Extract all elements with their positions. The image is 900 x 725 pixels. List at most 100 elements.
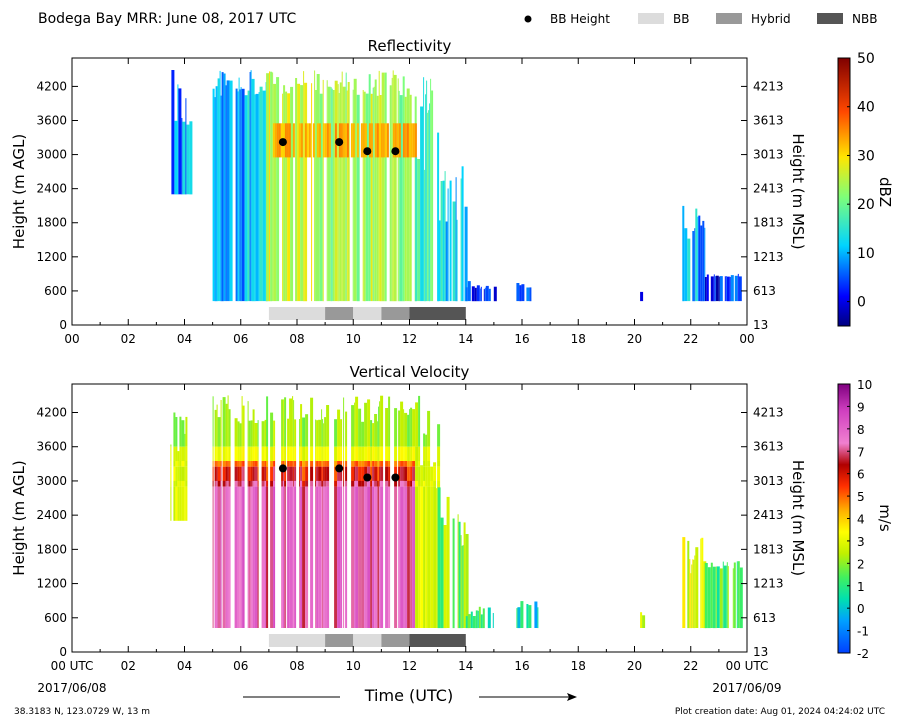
reflectivity-echo-cell — [702, 220, 705, 302]
velocity-echo-cell — [170, 480, 172, 487]
velocity-echo-cell — [355, 486, 359, 628]
velocity-echo-cell — [437, 424, 441, 447]
reflectivity-echo-cell — [404, 96, 407, 302]
velocity-echo-cell — [273, 486, 276, 628]
reflectivity-echo-cell — [474, 287, 477, 302]
reflectivity-echo-cell — [217, 78, 220, 302]
velocity-echo-cell — [316, 420, 319, 447]
reflectivity-echo-cell — [738, 276, 742, 302]
velocity-echo-cell — [234, 418, 238, 447]
velocity-echo-cell — [316, 446, 319, 461]
reflectivity-bright-band-cell — [322, 123, 325, 158]
reflectivity-echo-region — [516, 283, 532, 302]
velocity-echo-cell — [181, 420, 185, 447]
velocity-echo-cell — [217, 461, 221, 467]
velocity-echo-cell — [247, 401, 249, 447]
velocity-echo-cell — [322, 466, 324, 481]
velocity-echo-cell — [248, 461, 251, 467]
figure-title: Bodega Bay MRR: June 08, 2017 UTC — [38, 11, 296, 27]
velocity-y2-tick-label: 13 — [753, 645, 768, 659]
velocity-echo-cell — [318, 486, 322, 628]
velocity-echo-cell — [398, 486, 401, 628]
velocity-echo-cell — [372, 486, 375, 628]
reflectivity-echo-cell — [399, 95, 403, 302]
velocity-x-tick-label: 14 — [458, 659, 473, 673]
velocity-echo-cell — [340, 419, 343, 447]
reflectivity-bright-band-cell — [360, 123, 363, 158]
velocity-echo-cell — [404, 461, 408, 467]
velocity-echo-cell — [334, 446, 338, 461]
velocity-echo-cell — [239, 423, 242, 447]
velocity-echo-cell — [452, 518, 455, 629]
velocity-echo-cell — [351, 480, 355, 487]
velocity-echo-cell — [222, 466, 226, 481]
velocity-echo-cell — [534, 601, 538, 628]
velocity-echo-cell — [324, 446, 327, 461]
legend-bb-height-label: BB Height — [550, 12, 610, 26]
velocity-echo-cell — [324, 417, 327, 447]
velocity-echo-cell — [394, 446, 398, 461]
reflectivity-echo-cell — [687, 238, 691, 302]
velocity-echo-cell — [242, 480, 245, 487]
velocity-echo-cell — [423, 446, 426, 461]
reflectivity-x-tick-label: 18 — [571, 332, 586, 346]
velocity-echo-cell — [261, 421, 265, 447]
velocity-echo-cell — [358, 480, 362, 487]
reflectivity-bb-height-point — [278, 138, 287, 147]
velocity-echo-cell — [247, 466, 249, 481]
reflectivity-echo-cell — [529, 287, 532, 302]
reflectivity-bright-band-cell — [326, 123, 329, 158]
velocity-echo-cell — [355, 446, 359, 461]
velocity-echo-cell — [475, 610, 478, 629]
reflectivity-y2-axis: 13 613 1213 1813 2413 3013 3613 4213 — [741, 79, 784, 332]
reflectivity-echo-cell — [476, 285, 480, 302]
velocity-echo-cell — [322, 419, 324, 447]
velocity-echo-cell — [355, 396, 359, 447]
velocity-echo-cell — [378, 406, 380, 447]
velocity-echo-cell — [284, 486, 287, 628]
velocity-echo-cell — [418, 480, 421, 487]
reflectivity-echo-cell — [420, 106, 424, 302]
velocity-echo-cell — [377, 486, 379, 628]
velocity-ylabel: Height (m AGL) — [10, 460, 28, 575]
velocity-echo-cell — [237, 486, 240, 628]
velocity-echo-cell — [257, 446, 259, 461]
velocity-echo-cell — [415, 461, 419, 467]
reflectivity-y-tick-label: 0 — [59, 318, 67, 332]
reflectivity-x-tick-label: 02 — [121, 332, 136, 346]
reflectivity-colorbar — [837, 57, 851, 327]
velocity-y-tick-label: 1800 — [36, 542, 67, 556]
reflectivity-echo-region — [415, 77, 440, 302]
velocity-echo-cell — [228, 486, 231, 628]
reflectivity-echo-region — [266, 70, 318, 302]
velocity-echo-cell — [712, 566, 716, 629]
reflectivity-echo-cell — [239, 89, 241, 302]
velocity-echo-cell — [316, 480, 319, 487]
velocity-y2-tick-label: 613 — [753, 611, 776, 625]
velocity-echo-cell — [326, 446, 330, 461]
velocity-echo-cell — [212, 461, 214, 467]
velocity-echo-cell — [293, 466, 295, 481]
velocity-echo-cell — [248, 480, 251, 487]
velocity-echo-cell — [323, 466, 325, 481]
velocity-echo-cell — [216, 466, 218, 481]
reflectivity-echo-cell — [389, 85, 392, 302]
velocity-colorbar-tick-label: 7 — [857, 445, 865, 459]
velocity-echo-cell — [283, 461, 285, 467]
velocity-echo-cell — [340, 461, 343, 467]
velocity-echo-cell — [173, 466, 176, 481]
velocity-y2-tick-label: 3013 — [753, 474, 784, 488]
reflectivity-echo-cell — [272, 72, 274, 302]
reflectivity-echo-cell — [640, 291, 644, 302]
velocity-echo-cell — [185, 461, 188, 467]
velocity-echo-cell — [247, 480, 249, 487]
velocity-echo-cell — [321, 480, 323, 487]
velocity-echo-cell — [239, 486, 242, 628]
reflectivity-echo-cell — [352, 89, 354, 302]
reflectivity-bb-segment-hybrid — [325, 307, 354, 320]
reflectivity-echo-cell — [235, 88, 238, 302]
velocity-echo-cell — [266, 466, 269, 481]
reflectivity-x-tick-label: 12 — [402, 332, 417, 346]
velocity-echo-cell — [289, 446, 293, 461]
reflectivity-echo-cell — [737, 273, 739, 302]
